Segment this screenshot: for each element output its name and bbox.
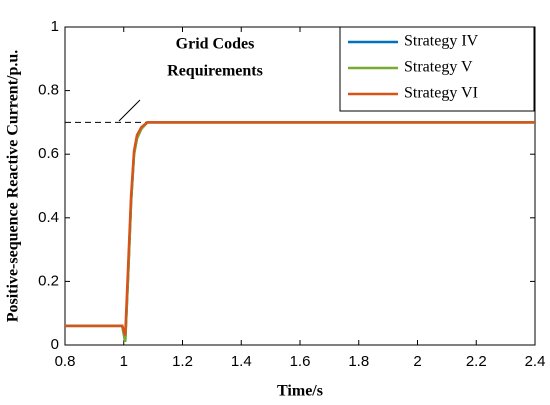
series-line <box>65 121 535 343</box>
y-tick-label: 0.8 <box>38 82 59 99</box>
series-line <box>65 121 535 336</box>
x-tick-label: 1.4 <box>231 353 252 370</box>
x-tick-label: 1.6 <box>290 353 311 370</box>
x-tick-label: 2.2 <box>466 353 487 370</box>
x-tick-label: 1.2 <box>172 353 193 370</box>
legend-label: Strategy V <box>404 59 473 76</box>
y-tick-label: 0 <box>51 336 59 353</box>
x-tick-label: 0.8 <box>55 353 76 370</box>
legend-label: Strategy IV <box>404 33 479 50</box>
annotation: Grid Codes <box>176 36 255 53</box>
y-axis-label: Positive-sequence Reactive Current/p.u. <box>5 50 22 323</box>
y-tick-label: 1 <box>51 18 59 35</box>
legend-label: Strategy VI <box>404 85 478 102</box>
x-tick-label: 1.8 <box>348 353 369 370</box>
annotation-arrow <box>118 99 141 122</box>
x-tick-label: 1 <box>120 353 128 370</box>
series-line <box>65 121 535 343</box>
x-axis-label: Time/s <box>277 383 323 400</box>
annotation: Requirements <box>167 63 263 80</box>
y-tick-label: 0.4 <box>38 209 59 226</box>
y-tick-label: 0.6 <box>38 145 59 162</box>
x-tick-label: 2 <box>413 353 421 370</box>
y-tick-label: 0.2 <box>38 272 59 289</box>
x-tick-label: 2.4 <box>525 353 546 370</box>
